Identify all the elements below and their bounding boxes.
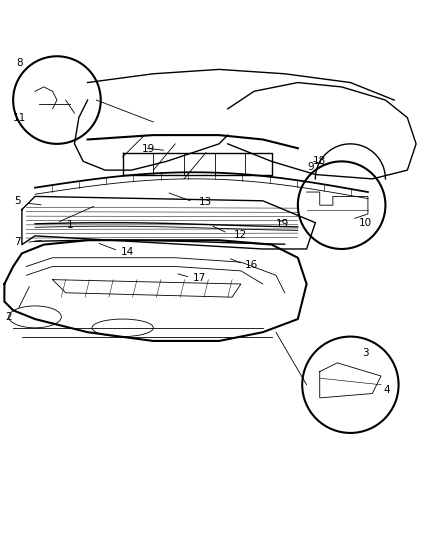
Text: 2: 2	[5, 312, 12, 322]
Text: 14: 14	[120, 247, 134, 256]
Text: 19: 19	[276, 219, 289, 229]
Text: 18: 18	[313, 156, 326, 166]
Text: 5: 5	[14, 196, 21, 206]
Text: 3: 3	[362, 348, 369, 358]
Text: 13: 13	[199, 197, 212, 207]
Text: 4: 4	[383, 385, 390, 395]
Text: 16: 16	[245, 260, 258, 270]
Text: 8: 8	[16, 58, 23, 68]
Text: 17: 17	[193, 273, 206, 284]
Text: 11: 11	[13, 112, 26, 123]
Text: 10: 10	[359, 217, 372, 228]
Text: 9: 9	[307, 161, 314, 172]
Text: 19: 19	[142, 144, 155, 154]
Text: 7: 7	[14, 237, 21, 247]
Text: 1: 1	[67, 220, 74, 230]
Text: 12: 12	[234, 230, 247, 239]
